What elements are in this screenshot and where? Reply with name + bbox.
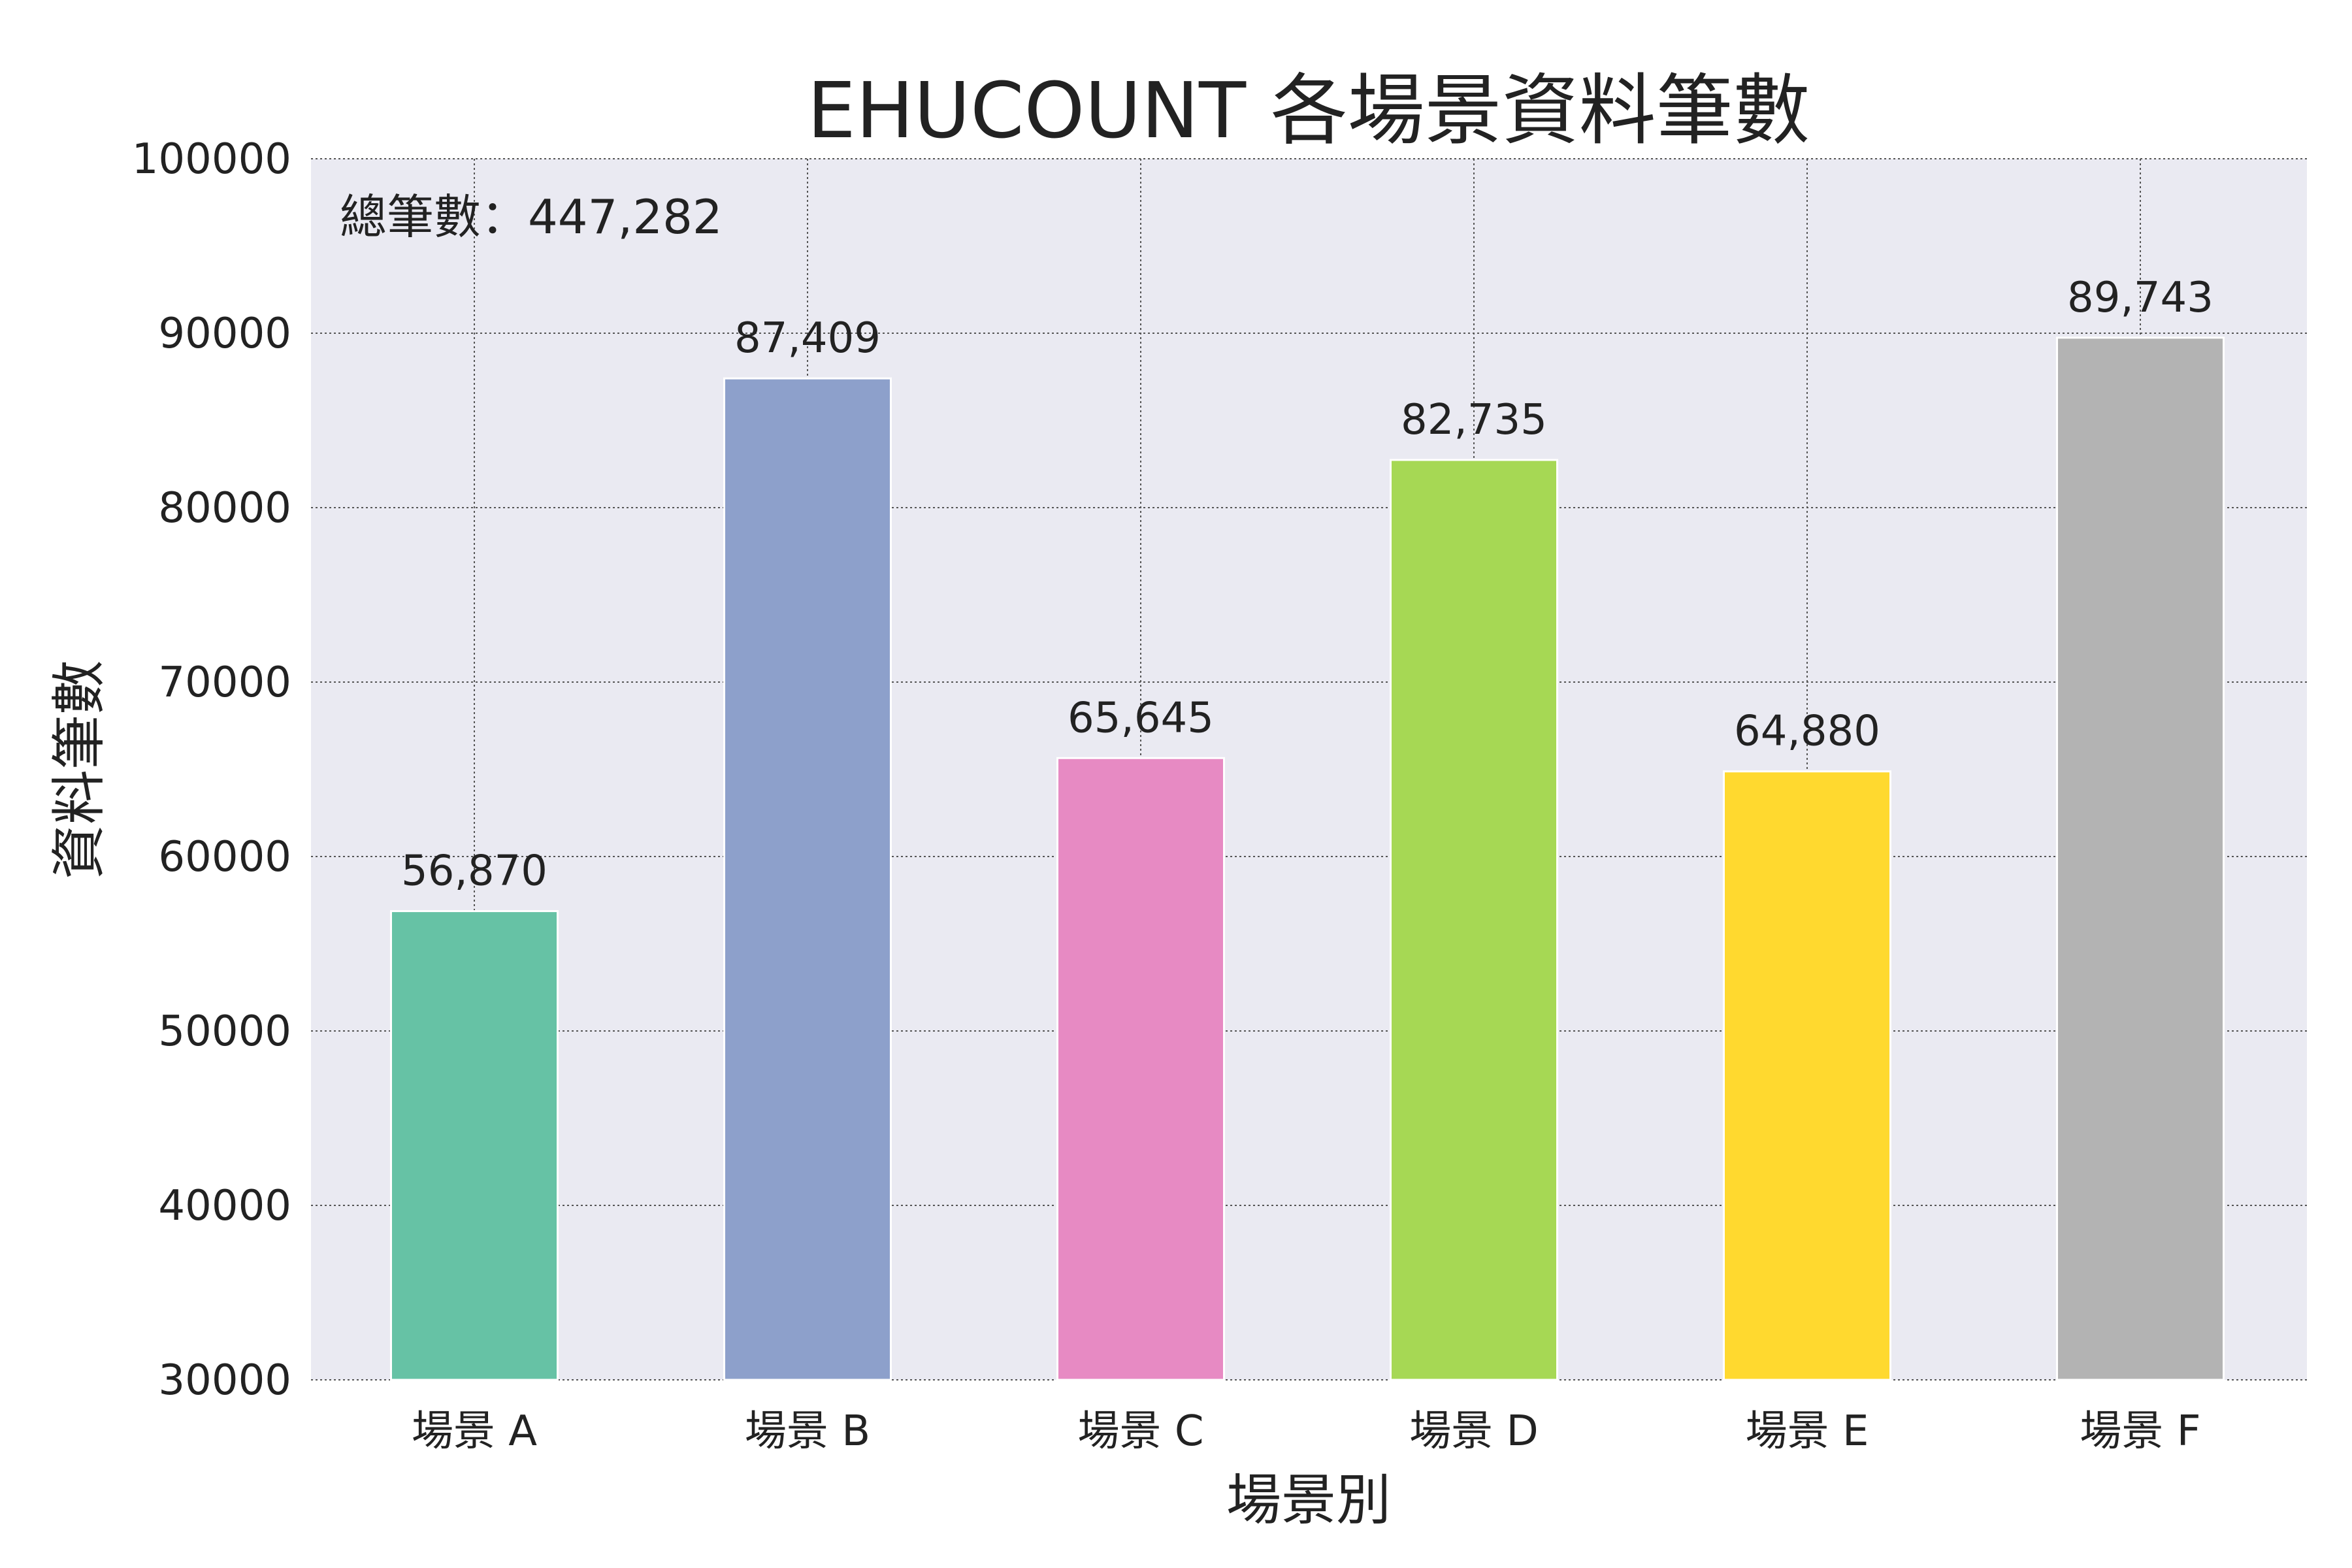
bar	[390, 910, 559, 1381]
y-tick-label: 60000	[158, 833, 291, 881]
bar-value-label: 87,409	[734, 314, 881, 363]
bar	[1390, 459, 1558, 1381]
bar-value-label: 65,645	[1068, 694, 1214, 742]
grid-lines	[311, 158, 2307, 1380]
plot-background	[311, 159, 2307, 1380]
x-ticks: 場景 A 場景 B 場景 C 場景 D 場景 E 場景 F	[412, 1407, 2201, 1456]
bar-value-label: 89,743	[2067, 274, 2213, 322]
y-tick-label: 30000	[158, 1356, 291, 1405]
y-tick-label: 100000	[132, 135, 291, 184]
bar-value-label: 82,735	[1401, 396, 1547, 444]
total-annotation: 總筆數：447,282	[340, 189, 723, 244]
y-ticks: 30000 40000 50000 60000 70000 80000 90000 10000…	[132, 135, 291, 1405]
bar-value-label: 64,880	[1734, 708, 1880, 756]
bars	[390, 336, 2225, 1381]
bar	[1056, 757, 1225, 1381]
x-axis-label: 場景別	[1226, 1468, 1391, 1532]
x-tick-label: 場景 B	[745, 1407, 870, 1456]
y-tick-label: 80000	[158, 484, 291, 532]
y-tick-label: 50000	[158, 1007, 291, 1056]
y-axis-label: 資料筆數	[47, 660, 111, 879]
bar	[723, 377, 892, 1381]
y-tick-label: 40000	[158, 1182, 291, 1230]
x-tick-label: 場景 D	[1409, 1407, 1539, 1456]
y-tick-label: 70000	[158, 659, 291, 707]
bar	[1723, 770, 1891, 1381]
x-tick-label: 場景 E	[1746, 1407, 1869, 1456]
bar-value-label: 56,870	[401, 847, 547, 896]
bar	[2056, 336, 2225, 1381]
value-labels: 56,870 87,409 65,645 82,735 64,880 89,743	[401, 274, 2213, 896]
y-tick-label: 90000	[158, 310, 291, 358]
chart-title: EHUCOUNT 各場景資料筆數	[807, 65, 1810, 155]
x-tick-label: 場景 F	[2080, 1407, 2200, 1456]
x-tick-label: 場景 A	[412, 1407, 537, 1456]
x-tick-label: 場景 C	[1077, 1407, 1203, 1456]
